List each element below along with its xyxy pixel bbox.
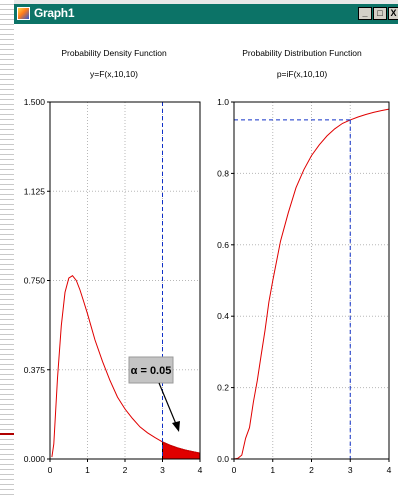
x-tick-label: 4 [387,465,392,475]
x-tick-label: 2 [309,465,314,475]
window-titlebar[interactable]: Graph1 _ □ X [14,4,398,24]
pdf-chart-title: Probability Density Function [61,48,167,58]
pdf-y-axis: 0.000 0.375 0.750 1.125 1.500 [24,97,50,464]
y-tick-label: 0.2 [217,383,229,393]
maximize-button[interactable]: □ [373,7,387,20]
y-tick-label: 0.000 [24,454,46,464]
y-tick-label: 0.4 [217,311,229,321]
x-tick-label: 3 [348,465,353,475]
cdf-gridlines [234,102,389,459]
plots-canvas: Probability Density Function y=F(x,10,10… [24,48,392,475]
y-tick-label: 1.125 [24,186,46,196]
y-tick-label: 0.750 [24,276,46,286]
close-button[interactable]: X [388,7,398,20]
desktop-background [0,0,398,4]
graph-window: Graph1 _ □ X Probability Density Functio… [14,4,398,496]
cdf-x-axis: 0 1 2 3 4 [232,459,392,475]
x-tick-label: 1 [270,465,275,475]
cdf-chart: Probability Distribution Function p=iF(x… [217,48,391,475]
pdf-chart-subtitle: y=F(x,10,10) [90,69,138,79]
pdf-gridlines [50,102,200,459]
y-tick-label: 0.8 [217,168,229,178]
y-tick-label: 1.0 [217,97,229,107]
y-tick-label: 0.0 [217,454,229,464]
cdf-chart-title: Probability Distribution Function [242,48,362,58]
cdf-chart-subtitle: p=iF(x,10,10) [277,69,327,79]
alpha-annotation-arrow [158,382,177,425]
x-tick-label: 1 [85,465,90,475]
cdf-y-axis: 0.0 0.2 0.4 0.6 0.8 1.0 [217,97,234,464]
pdf-curve [51,275,201,458]
x-tick-label: 2 [123,465,128,475]
x-tick-label: 0 [48,465,53,475]
y-tick-label: 0.375 [24,365,46,375]
y-tick-label: 1.500 [24,97,46,107]
x-tick-label: 4 [198,465,203,475]
pdf-x-axis: 0 1 2 3 4 [48,459,203,475]
alpha-annotation-box [128,356,174,384]
app-icon[interactable] [17,7,30,20]
minimize-button[interactable]: _ [358,7,372,20]
alpha-arrowhead-icon [172,421,180,432]
cdf-curve [233,108,390,460]
alpha-annotation-label: α = 0.05 [131,365,172,377]
x-tick-label: 3 [160,465,165,475]
x-tick-label: 0 [232,465,237,475]
y-tick-label: 0.6 [217,240,229,250]
pdf-chart: Probability Density Function y=F(x,10,10… [24,48,203,475]
background-ruled-strip [0,0,14,496]
window-title: Graph1 [34,6,75,20]
